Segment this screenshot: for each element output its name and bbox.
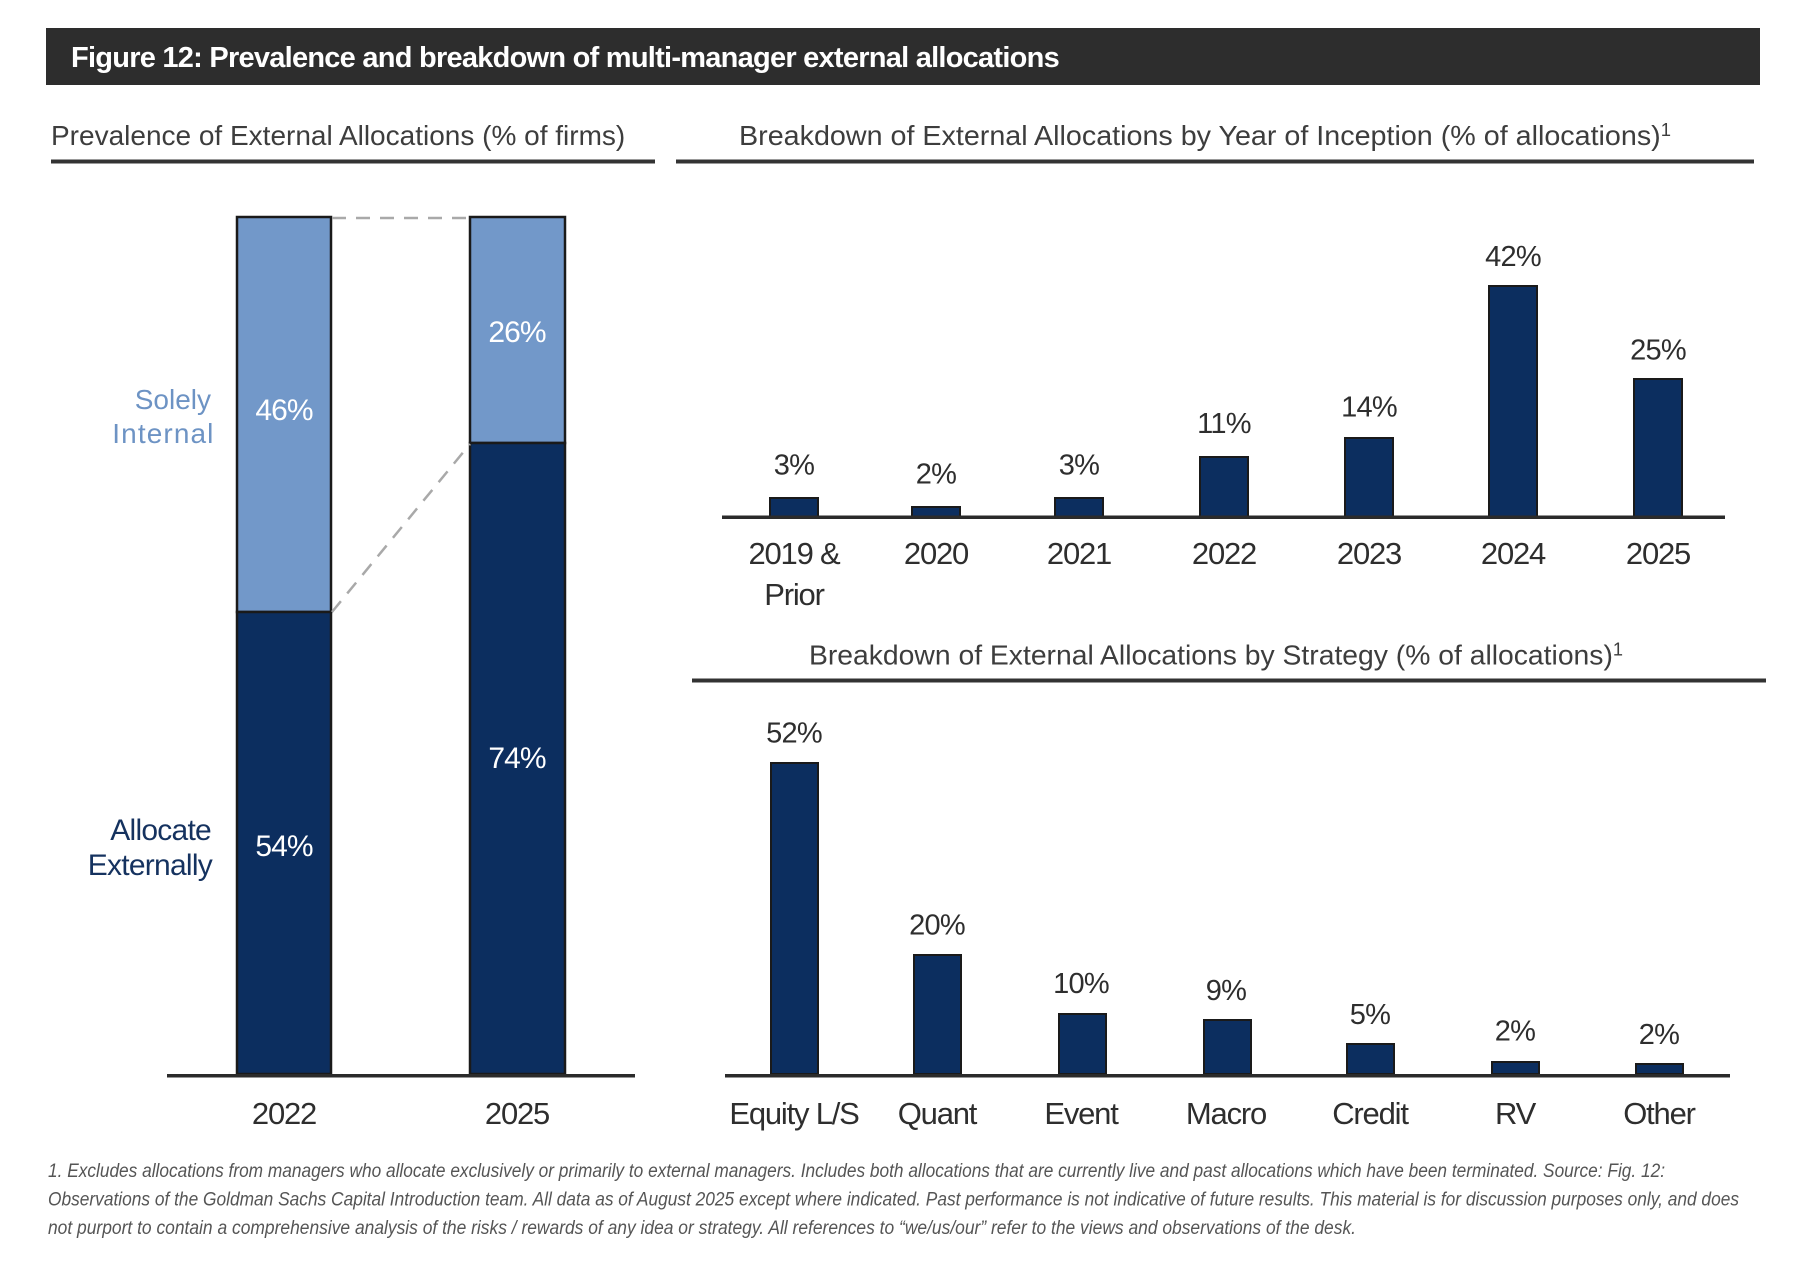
svg-text:Internal: Internal — [112, 418, 214, 449]
svg-text:Prevalence of External Allocat: Prevalence of External Allocations (% of… — [51, 120, 625, 151]
svg-text:74%: 74% — [488, 742, 546, 775]
svg-text:not purport to contain a compr: not purport to contain a comprehensive a… — [48, 1218, 1356, 1239]
svg-text:Other: Other — [1623, 1096, 1695, 1131]
svg-text:46%: 46% — [255, 394, 313, 427]
svg-text:2021: 2021 — [1047, 536, 1111, 571]
svg-text:3%: 3% — [774, 450, 814, 482]
svg-text:2019 &: 2019 & — [748, 536, 841, 571]
svg-text:3%: 3% — [1059, 450, 1099, 482]
svg-text:2020: 2020 — [904, 536, 969, 571]
svg-text:2025: 2025 — [485, 1096, 549, 1131]
svg-text:Macro: Macro — [1186, 1096, 1266, 1131]
svg-text:Event: Event — [1044, 1096, 1119, 1131]
svg-text:2024: 2024 — [1481, 536, 1546, 571]
svg-text:20%: 20% — [909, 910, 965, 942]
svg-text:2%: 2% — [1495, 1016, 1535, 1048]
svg-text:2%: 2% — [916, 459, 956, 491]
svg-text:2025: 2025 — [1626, 536, 1690, 571]
svg-text:Figure 12: Prevalence and brea: Figure 12: Prevalence and breakdown of m… — [71, 42, 1059, 74]
svg-text:Equity L/S: Equity L/S — [729, 1096, 859, 1131]
svg-text:Prior: Prior — [764, 577, 824, 612]
svg-text:Solely: Solely — [135, 384, 211, 415]
svg-text:2022: 2022 — [1192, 536, 1256, 571]
svg-text:1. Excludes allocations from m: 1. Excludes allocations from managers wh… — [48, 1161, 1665, 1182]
svg-text:11%: 11% — [1197, 408, 1251, 440]
svg-text:14%: 14% — [1341, 392, 1397, 424]
svg-text:Breakdown of External Allocati: Breakdown of External Allocations by Str… — [809, 640, 1623, 671]
svg-text:10%: 10% — [1053, 968, 1109, 1000]
svg-text:25%: 25% — [1630, 335, 1686, 367]
svg-text:9%: 9% — [1206, 975, 1246, 1007]
svg-text:5%: 5% — [1350, 999, 1390, 1031]
svg-text:52%: 52% — [766, 718, 822, 750]
svg-text:Externally: Externally — [88, 849, 213, 882]
svg-text:2023: 2023 — [1337, 536, 1401, 571]
svg-text:54%: 54% — [255, 830, 313, 863]
svg-text:26%: 26% — [488, 316, 546, 349]
svg-text:Observations of the Goldman Sa: Observations of the Goldman Sachs Capita… — [48, 1190, 1739, 1211]
svg-text:Breakdown of External Allocati: Breakdown of External Allocations by Yea… — [739, 120, 1671, 151]
svg-text:RV: RV — [1495, 1096, 1537, 1131]
svg-text:Allocate: Allocate — [110, 814, 211, 847]
svg-text:Quant: Quant — [898, 1096, 978, 1131]
svg-text:2022: 2022 — [252, 1096, 316, 1131]
svg-text:42%: 42% — [1485, 241, 1541, 273]
svg-text:Credit: Credit — [1332, 1096, 1409, 1131]
svg-text:2%: 2% — [1639, 1019, 1679, 1051]
